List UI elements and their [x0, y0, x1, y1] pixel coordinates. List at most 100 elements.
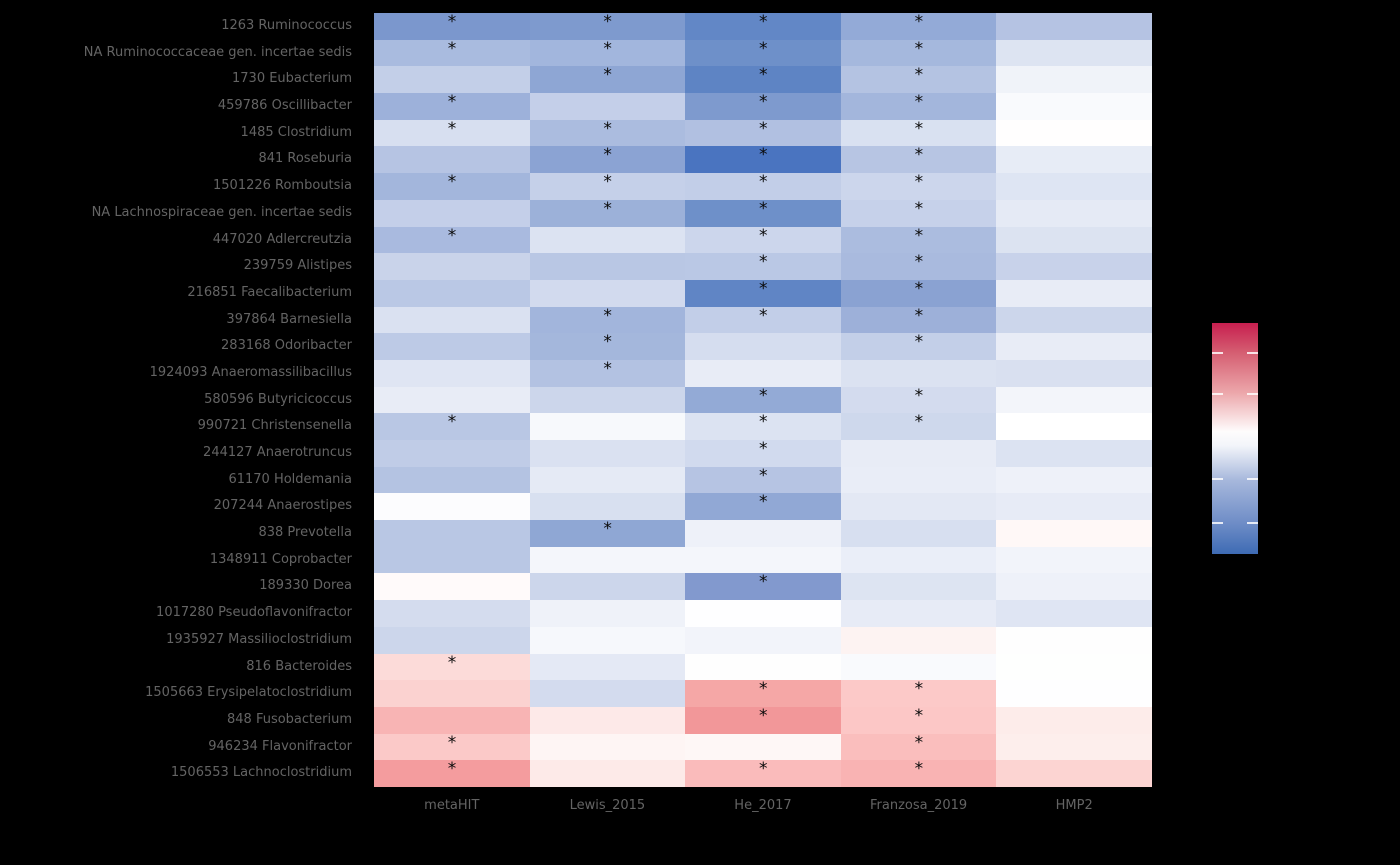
heatmap-cell	[996, 253, 1153, 281]
heatmap-cell: *	[529, 359, 686, 388]
heatmap-cell: *	[685, 385, 842, 414]
heatmap-cell: *	[685, 119, 842, 147]
significance-marker: *	[758, 225, 768, 246]
heatmap-cell: *	[685, 146, 842, 174]
significance-marker: *	[914, 92, 924, 113]
heatmap-cell: *	[685, 225, 842, 254]
heatmap-cell: *	[840, 198, 997, 227]
legend-tick	[1212, 392, 1223, 395]
row-label: 189330 Dorea	[259, 578, 352, 594]
heatmap-cell	[529, 680, 686, 708]
heatmap-cell	[374, 386, 531, 414]
significance-marker: *	[447, 225, 457, 246]
significance-marker: *	[914, 198, 924, 219]
heatmap-cell	[685, 520, 842, 548]
significance-marker: *	[914, 252, 924, 273]
heatmap-cell: *	[529, 519, 686, 548]
heatmap-cell	[996, 119, 1153, 147]
heatmap-cell	[840, 546, 997, 574]
significance-marker: *	[914, 38, 924, 59]
significance-marker: *	[603, 332, 612, 353]
heatmap-cell: *	[840, 332, 997, 361]
heatmap-cell	[996, 93, 1153, 121]
heatmap-cell	[996, 653, 1153, 681]
heatmap-cell	[374, 279, 531, 308]
row-label: 244127 Anaerotruncus	[203, 445, 352, 461]
significance-marker: *	[914, 732, 924, 753]
row-label: 1348911 Coprobacter	[209, 551, 352, 567]
row-label: 1730 Eubacterium	[232, 71, 352, 87]
heatmap-cell	[529, 546, 686, 574]
heatmap-cell	[529, 626, 686, 655]
heatmap-cell	[529, 733, 686, 761]
heatmap-cell: *	[374, 39, 531, 67]
heatmap-cell	[996, 413, 1153, 441]
row-label: 838 Prevotella	[258, 525, 352, 541]
heatmap-cell: *	[374, 225, 531, 254]
legend-tick	[1247, 522, 1258, 525]
row-label: 239759 Alistipes	[243, 258, 352, 274]
significance-marker: *	[447, 92, 457, 113]
heatmap-cell: *	[840, 279, 997, 308]
heatmap-cell	[996, 39, 1153, 67]
significance-marker: *	[914, 705, 924, 726]
heatmap-cell	[374, 333, 531, 361]
row-label: 841 Roseburia	[258, 151, 352, 167]
significance-marker: *	[758, 172, 768, 193]
heatmap-cell: *	[685, 493, 842, 521]
heatmap-cell	[996, 493, 1153, 521]
row-label: NA Lachnospiraceae gen. incertae sedis	[91, 204, 352, 220]
heatmap-cell: *	[840, 760, 997, 788]
row-label: 207244 Anaerostipes	[213, 498, 352, 514]
significance-marker: *	[758, 412, 768, 433]
significance-marker: *	[758, 38, 768, 59]
heatmap-cell: *	[840, 705, 997, 735]
heatmap-cell: *	[685, 306, 842, 334]
heatmap-cell: *	[840, 38, 997, 67]
heatmap-cell	[374, 706, 531, 735]
heatmap-cell	[685, 359, 842, 388]
heatmap-cell	[996, 546, 1153, 574]
heatmap-cell	[374, 466, 531, 494]
heatmap-cell	[840, 626, 997, 655]
significance-marker: *	[758, 465, 768, 486]
color-legend-bar	[1212, 323, 1258, 554]
row-label: 1485 Clostridium	[240, 124, 352, 140]
heatmap-cell: *	[529, 332, 686, 361]
heatmap-cell	[529, 226, 686, 254]
legend-tick	[1247, 392, 1258, 395]
heatmap-cell: *	[685, 172, 842, 201]
heatmap-cell: *	[374, 759, 531, 788]
heatmap-cell: *	[529, 146, 686, 174]
row-label: 580596 Butyricicoccus	[204, 391, 352, 407]
significance-marker: *	[603, 38, 612, 59]
heatmap-cell	[685, 733, 842, 761]
heatmap-cell	[529, 279, 686, 308]
row-label: 990721 Christensenella	[197, 418, 352, 434]
significance-marker: *	[914, 412, 924, 433]
significance-marker: *	[758, 385, 768, 406]
significance-marker: *	[914, 172, 924, 193]
significance-marker: *	[603, 65, 612, 86]
heatmap-cell	[996, 573, 1153, 601]
heatmap-cell: *	[840, 252, 997, 281]
row-label: 1501226 Romboutsia	[213, 178, 352, 194]
significance-marker: *	[758, 92, 768, 113]
heatmap-cell	[996, 279, 1153, 308]
significance-marker: *	[758, 759, 768, 780]
heatmap-cell	[685, 653, 842, 681]
significance-marker: *	[914, 332, 924, 353]
significance-marker: *	[758, 439, 768, 460]
heatmap-cell: *	[374, 173, 531, 201]
significance-marker: *	[758, 65, 768, 86]
row-label: 848 Fusobacterium	[227, 711, 352, 727]
significance-marker: *	[758, 572, 768, 593]
heatmap-cell: *	[840, 172, 997, 201]
row-label: 397864 Barnesiella	[226, 311, 352, 327]
significance-marker: *	[603, 519, 612, 540]
row-label: 946234 Flavonifractor	[208, 738, 352, 754]
significance-marker: *	[758, 198, 768, 219]
significance-marker: *	[914, 145, 924, 166]
significance-marker: *	[447, 759, 457, 780]
